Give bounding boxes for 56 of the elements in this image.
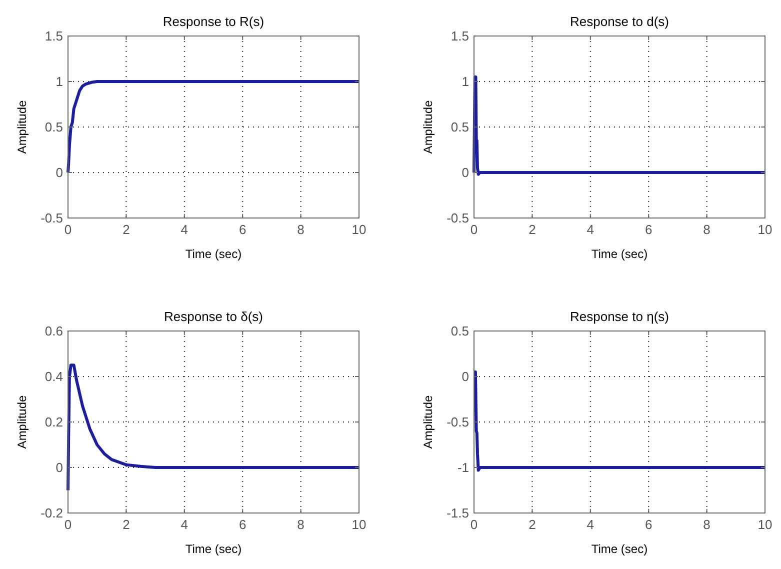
x-tick-label: 2 bbox=[528, 517, 536, 532]
y-tick-label: 0.6 bbox=[44, 324, 63, 339]
y-tick-label: -0.5 bbox=[446, 414, 469, 430]
x-tick-label: 4 bbox=[586, 517, 594, 532]
y-tick-label: 1.5 bbox=[450, 28, 469, 44]
y-tick-label: 1 bbox=[56, 74, 63, 90]
y-tick-label: 0.4 bbox=[44, 369, 63, 384]
y-tick-label: 0 bbox=[56, 165, 63, 180]
line-series bbox=[66, 364, 360, 492]
y-tick-label: 0 bbox=[56, 460, 63, 476]
x-tick-label: 2 bbox=[122, 517, 130, 532]
y-tick-label: 1.5 bbox=[44, 28, 63, 44]
x-tick-label: 4 bbox=[180, 517, 188, 532]
x-tick-label: 6 bbox=[238, 222, 246, 237]
x-tick-label: 8 bbox=[703, 517, 710, 532]
y-axis-title: Amplitude bbox=[15, 395, 29, 449]
x-axis-title: Time (sec) bbox=[591, 542, 648, 556]
y-tick-label: 0.5 bbox=[450, 120, 469, 135]
line-series bbox=[472, 75, 766, 176]
y-tick-label: -1.5 bbox=[446, 506, 469, 521]
y-tick-label: 0 bbox=[462, 369, 469, 384]
x-tick-label: 6 bbox=[644, 222, 652, 237]
x-tick-label: 4 bbox=[586, 222, 594, 237]
x-axis-title: Time (sec) bbox=[185, 542, 242, 556]
x-tick-label: 10 bbox=[352, 222, 366, 237]
y-tick-label: 0.2 bbox=[44, 414, 63, 430]
y-tick-label: -0.2 bbox=[40, 506, 63, 521]
y-tick-label: 0.5 bbox=[44, 120, 63, 135]
y-tick-label: -1 bbox=[457, 460, 469, 476]
x-tick-label: 10 bbox=[758, 517, 772, 532]
x-tick-label: 8 bbox=[297, 222, 304, 237]
x-tick-label: 8 bbox=[297, 517, 304, 532]
line-series bbox=[66, 80, 360, 174]
y-tick-label: -0.5 bbox=[40, 210, 63, 226]
x-axis-title: Time (sec) bbox=[185, 247, 242, 261]
chart-title: Response to η(s) bbox=[570, 309, 669, 324]
x-tick-label: 6 bbox=[644, 517, 652, 532]
x-axis-title: Time (sec) bbox=[591, 247, 648, 261]
x-tick-label: 10 bbox=[352, 517, 366, 532]
y-tick-label: 0.5 bbox=[450, 324, 469, 339]
y-tick-label: 1 bbox=[462, 74, 469, 90]
chart-title: Response to δ(s) bbox=[164, 309, 263, 324]
x-tick-label: 6 bbox=[238, 517, 246, 532]
y-axis-title: Amplitude bbox=[421, 100, 435, 154]
y-axis-title: Amplitude bbox=[15, 100, 29, 154]
x-tick-label: 4 bbox=[180, 222, 188, 237]
y-axis-title: Amplitude bbox=[421, 395, 435, 449]
chart-title: Response to R(s) bbox=[162, 14, 264, 29]
x-tick-label: 2 bbox=[528, 222, 536, 237]
x-tick-label: 8 bbox=[703, 222, 710, 237]
chart-title: Response to d(s) bbox=[570, 14, 669, 29]
x-tick-label: 2 bbox=[122, 222, 130, 237]
x-tick-label: 10 bbox=[758, 222, 772, 237]
line-series bbox=[472, 370, 766, 472]
y-tick-label: -0.5 bbox=[446, 210, 469, 226]
y-tick-label: 0 bbox=[462, 165, 469, 180]
